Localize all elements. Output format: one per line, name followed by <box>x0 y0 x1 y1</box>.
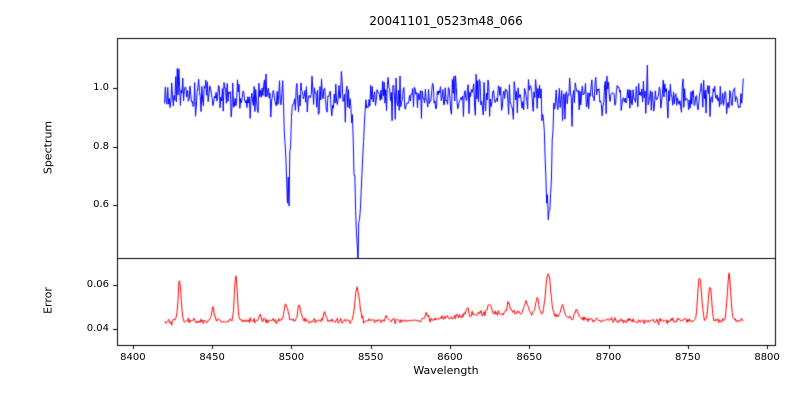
y-tick-label-spectrum: 1.0 <box>93 81 109 93</box>
x-tick-label: 8500 <box>278 352 305 363</box>
x-tick-label: 8450 <box>199 352 225 363</box>
x-tick-label: 8550 <box>357 352 384 363</box>
chart-title: 20041101_0523m48_066 <box>369 14 523 28</box>
x-tick-label: 8800 <box>754 352 780 363</box>
y-axis-label-error: Error <box>41 287 55 314</box>
x-tick-label: 8700 <box>595 352 622 363</box>
y-tick-label-spectrum: 0.8 <box>93 140 109 152</box>
x-tick-label: 8750 <box>675 352 701 363</box>
x-tick-label: 8400 <box>120 352 146 363</box>
y-tick-label-error: 0.04 <box>86 323 109 335</box>
y-tick-label-spectrum: 0.6 <box>93 199 109 211</box>
x-axis-label: Wavelength <box>413 364 479 377</box>
y-axis-label-spectrum: Spectrum <box>41 120 55 175</box>
x-tick-label: 8650 <box>516 352 542 363</box>
x-tick-label: 8600 <box>437 352 463 363</box>
y-tick-label-error: 0.06 <box>86 278 109 290</box>
